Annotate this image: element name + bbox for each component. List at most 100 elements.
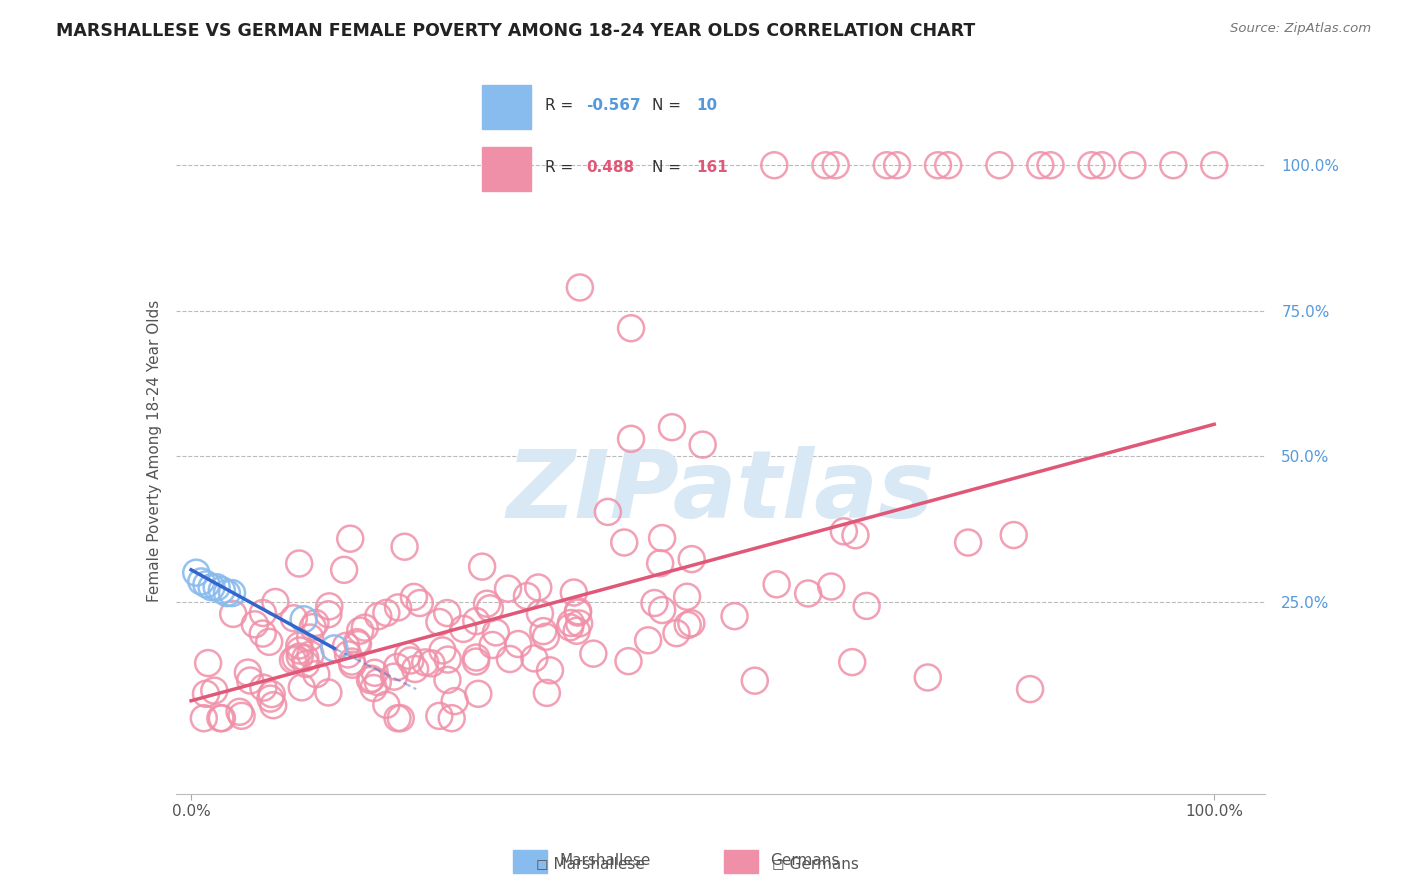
Point [333, 563, 356, 577]
Text: N =: N = [652, 161, 686, 176]
Point [478, 601, 501, 615]
Point [202, 683, 225, 698]
Point [409, 596, 432, 610]
Point [814, 158, 837, 172]
Point [1163, 158, 1185, 172]
Point [200, 580, 222, 594]
Point [260, 687, 283, 701]
Point [676, 590, 699, 604]
Point [288, 639, 311, 653]
Point [665, 626, 688, 640]
Point [443, 694, 465, 708]
Point [436, 673, 458, 687]
Point [763, 158, 786, 172]
Bar [482, 147, 531, 191]
Point [346, 635, 368, 649]
Point [1091, 158, 1114, 172]
Text: ◻ Germans: ◻ Germans [772, 856, 859, 871]
Point [529, 607, 551, 621]
Point [347, 637, 370, 651]
Point [339, 532, 361, 546]
Point [844, 528, 866, 542]
Text: -0.567: -0.567 [586, 98, 641, 113]
Point [437, 652, 460, 666]
Point [195, 687, 218, 701]
Point [681, 552, 703, 566]
Point [205, 580, 228, 594]
Point [359, 673, 381, 687]
Point [337, 648, 360, 662]
Point [676, 618, 699, 632]
Point [318, 685, 340, 699]
Point [536, 686, 558, 700]
Point [936, 158, 959, 172]
Point [209, 711, 232, 725]
Point [295, 657, 318, 671]
Point [534, 630, 557, 644]
Point [527, 581, 550, 595]
Point [364, 665, 387, 680]
Point [387, 600, 409, 615]
Point [288, 643, 311, 657]
Point [323, 641, 346, 656]
Point [538, 664, 561, 678]
Point [499, 652, 522, 666]
Point [291, 681, 314, 695]
Point [692, 437, 714, 451]
Point [1002, 528, 1025, 542]
Point [360, 672, 382, 686]
Point [453, 622, 475, 636]
Point [195, 577, 218, 591]
Point [222, 607, 245, 621]
Text: ◻ Marshallese: ◻ Marshallese [536, 856, 645, 871]
Point [496, 582, 519, 596]
Point [402, 590, 425, 604]
Point [565, 624, 588, 638]
Point [190, 574, 212, 589]
Point [215, 586, 238, 600]
Point [596, 505, 619, 519]
Point [567, 606, 589, 620]
Point [523, 651, 546, 665]
Point [252, 681, 274, 695]
Point [465, 650, 488, 665]
Point [288, 557, 311, 571]
Point [832, 524, 855, 539]
Text: 10: 10 [696, 98, 717, 113]
Point [228, 705, 250, 719]
Text: 0.488: 0.488 [586, 161, 634, 176]
Point [765, 577, 787, 591]
Point [427, 709, 450, 723]
Point [396, 648, 419, 663]
Text: 161: 161 [696, 161, 727, 176]
Point [318, 599, 340, 614]
Point [560, 615, 582, 630]
Point [367, 675, 389, 690]
Point [318, 607, 340, 622]
Bar [482, 85, 531, 129]
Point [681, 616, 703, 631]
Point [349, 624, 371, 638]
Point [797, 586, 820, 600]
Point [404, 662, 426, 676]
Point [281, 653, 304, 667]
Point [440, 711, 463, 725]
Point [239, 673, 262, 688]
Point [375, 698, 398, 712]
Point [481, 638, 503, 652]
Point [304, 615, 326, 630]
Point [252, 626, 274, 640]
Point [467, 687, 489, 701]
Point [432, 643, 454, 657]
Point [744, 673, 766, 688]
Point [582, 647, 605, 661]
Point [562, 585, 585, 599]
Point [508, 637, 530, 651]
Point [485, 625, 508, 640]
Point [283, 611, 305, 625]
Point [620, 432, 643, 446]
Point [568, 280, 591, 294]
Bar [724, 850, 758, 873]
Point [382, 670, 405, 684]
Point [375, 606, 398, 620]
